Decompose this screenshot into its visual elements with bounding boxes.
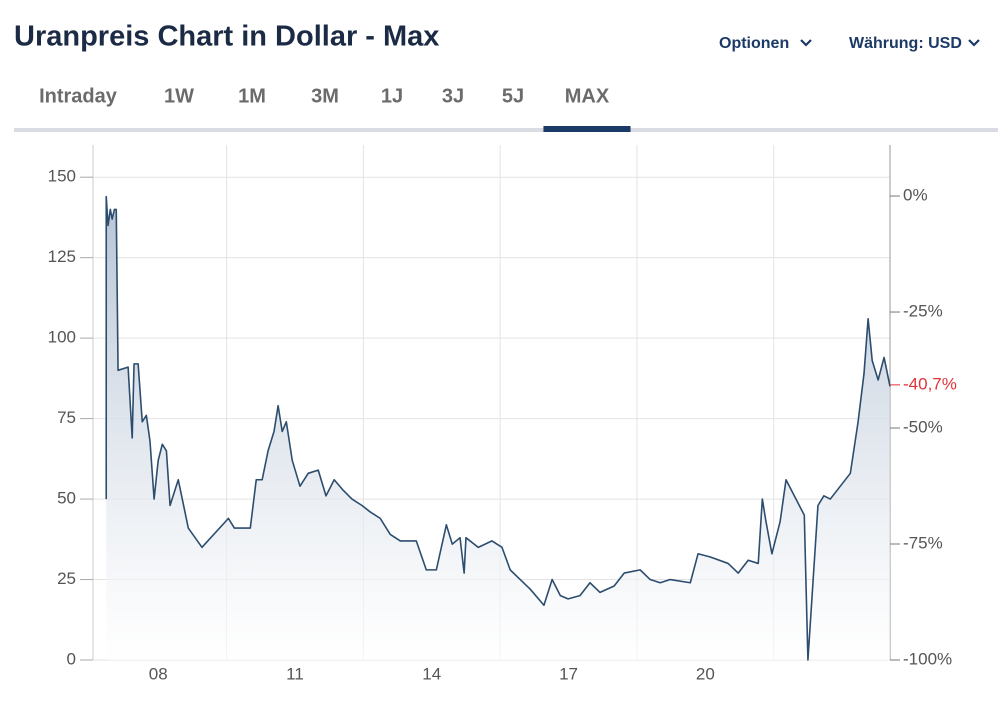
- tab[interactable]: Intraday: [39, 85, 118, 107]
- x-tick-label: 14: [422, 664, 441, 683]
- chevron: [968, 39, 980, 47]
- tab[interactable]: 3M: [311, 85, 339, 107]
- y2-tick-label: -100%: [903, 649, 952, 668]
- currency-button[interactable]: Währung: USD: [849, 35, 980, 52]
- chart: 0 25 50 75 100 125 150 0% -25% -50% -75% -100% 08 11 1…: [48, 145, 957, 683]
- x-tick-label: 08: [149, 664, 168, 683]
- page-title: Uranpreis Chart in Dollar - Max: [14, 21, 439, 53]
- current-label: -40,7%: [903, 374, 957, 393]
- y-tick-label: 25: [57, 569, 76, 588]
- tab[interactable]: MAX: [565, 85, 610, 107]
- tab[interactable]: 1J: [381, 85, 403, 107]
- y2-tick-label: -75%: [903, 533, 943, 552]
- y2-tick-label: -25%: [903, 302, 943, 321]
- price-line: [105, 195, 891, 661]
- y-tick-label: 100: [48, 328, 76, 347]
- options-label[interactable]: Optionen: [719, 35, 789, 52]
- y-tick-label: 75: [57, 408, 76, 427]
- options-button[interactable]: Optionen: [719, 35, 812, 52]
- tab[interactable]: 1M: [238, 85, 266, 107]
- x-tick-label: 17: [559, 664, 578, 683]
- tab[interactable]: 3J: [442, 85, 464, 107]
- y-tick-label: 50: [57, 489, 76, 508]
- y-tick-label: 125: [48, 247, 76, 266]
- y2-tick-label: 0%: [903, 186, 928, 205]
- tab-rail: [14, 128, 998, 132]
- y-tick-label: 0: [67, 649, 76, 668]
- y-tick-label: 150: [48, 167, 76, 186]
- tab[interactable]: 5J: [502, 85, 524, 107]
- chevron: [800, 39, 812, 47]
- x-tick-label: 20: [696, 664, 715, 683]
- tab-bar: Intraday 1W 1M 3M 1J 3J 5J MAX: [39, 85, 631, 132]
- currency-label[interactable]: Währung: USD: [849, 35, 962, 52]
- active-tab-indicator: [543, 126, 631, 132]
- area-fill: [106, 196, 891, 660]
- tab[interactable]: 1W: [164, 85, 194, 107]
- y2-tick-label: -50%: [903, 418, 943, 437]
- x-tick-label: 11: [286, 664, 304, 683]
